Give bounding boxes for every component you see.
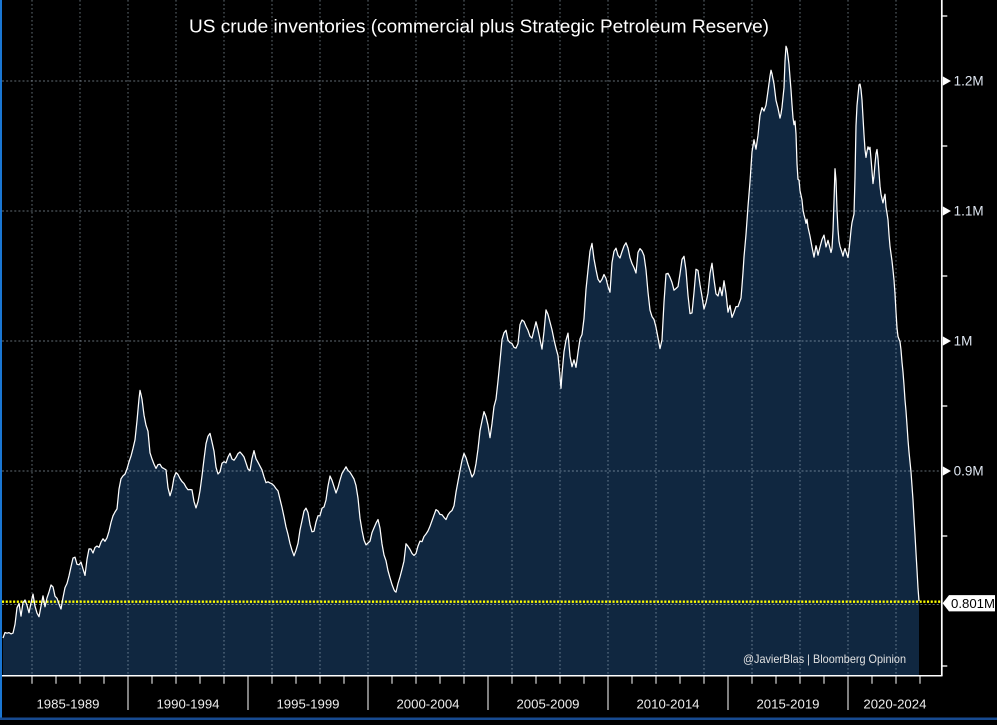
svg-text:1.1M: 1.1M	[954, 204, 984, 219]
svg-text:0.801M: 0.801M	[951, 596, 995, 611]
svg-text:1.2M: 1.2M	[954, 74, 984, 89]
svg-text:1M: 1M	[954, 334, 973, 349]
svg-text:2000-2004: 2000-2004	[396, 697, 459, 712]
svg-text:US crude inventories (commerci: US crude inventories (commercial plus St…	[189, 17, 769, 37]
svg-text:2015-2019: 2015-2019	[756, 697, 819, 712]
svg-text:2020-2024: 2020-2024	[863, 697, 926, 712]
svg-text:1990-1994: 1990-1994	[156, 697, 219, 712]
svg-text:1985-1989: 1985-1989	[36, 697, 99, 712]
svg-text:0.9M: 0.9M	[954, 464, 984, 479]
svg-text:1995-1999: 1995-1999	[276, 697, 339, 712]
svg-text:2005-2009: 2005-2009	[516, 697, 579, 712]
svg-text:2010-2014: 2010-2014	[636, 697, 699, 712]
svg-text:@JavierBlas | Bloomberg Opinio: @JavierBlas | Bloomberg Opinion	[743, 652, 906, 666]
